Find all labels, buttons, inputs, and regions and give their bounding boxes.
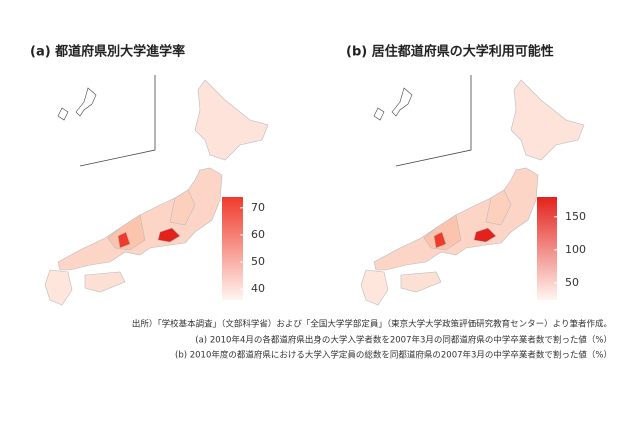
colorbar-tick-label: 150 [565,210,586,223]
colorbar [537,197,557,300]
colorbar-tick-label: 60 [251,228,265,241]
colorbar-tick-label: 50 [565,276,579,289]
panel-title: (b) 居住都道府県の大学利用可能性 [346,44,554,60]
colorbar [222,197,243,300]
note: 出所）「学校基本調査」（文部科学省）および「全国大学学部定員」（東京大学大学政策… [132,319,612,330]
colorbar-tick-label: 100 [565,243,586,256]
colorbar-tick-label: 40 [251,282,265,295]
note: (b) 2010年度の都道府県における大学入学定員の総数を同都道府県の2007年… [175,350,612,361]
panel-title: (a) 都道府県別大学進学率 [30,44,185,60]
colorbar-tick-label: 70 [251,201,265,214]
note: (a) 2010年4月の各都道府県出身の大学入学者数を2007年3月の同都道府県… [195,335,612,346]
colorbar-tick-label: 50 [251,255,265,268]
